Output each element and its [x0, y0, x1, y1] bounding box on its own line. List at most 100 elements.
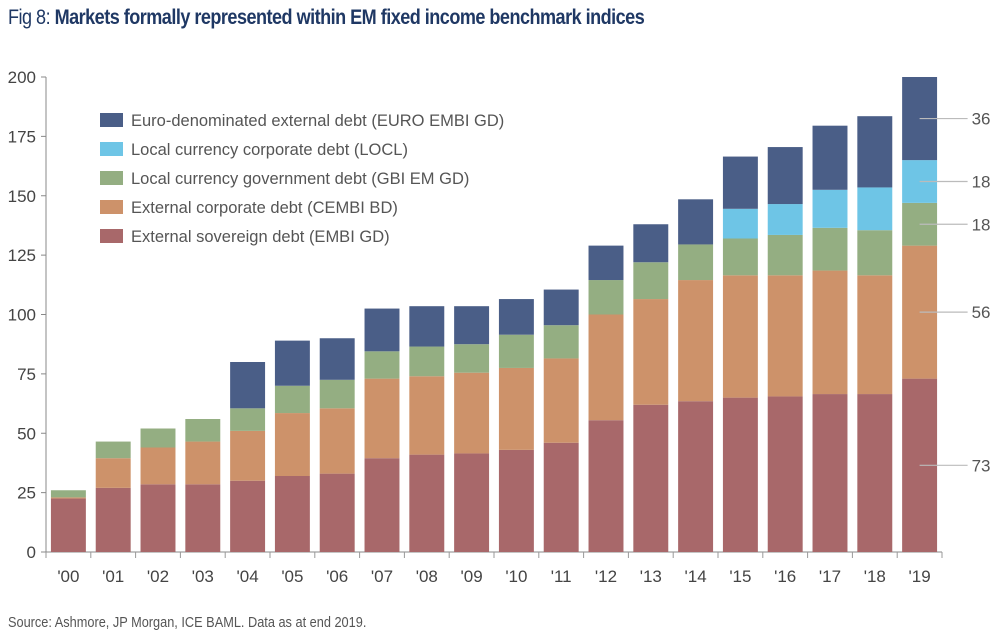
bar-segment-external-sovereign-debt-embi-gd	[767, 396, 803, 552]
bar-segment-local-currency-government-debt-gbi-em-gd	[588, 280, 624, 315]
x-tick-label: '19	[909, 567, 931, 586]
bar-stack	[767, 147, 803, 552]
source-note: Source: Ashmore, JP Morgan, ICE BAML. Da…	[8, 614, 367, 631]
bar-segment-local-currency-government-debt-gbi-em-gd	[95, 441, 131, 459]
bar-segment-external-corporate-debt-cembi-bd	[857, 275, 893, 395]
bar-segment-euro-denominated-external-debt-euro-embi-gd	[812, 125, 848, 190]
bar-segment-euro-denominated-external-debt-euro-embi-gd	[722, 156, 758, 209]
x-tick-label: '07	[371, 567, 393, 586]
bar-segment-local-currency-government-debt-gbi-em-gd	[633, 262, 669, 300]
bar-stack	[409, 306, 445, 552]
legend-swatch	[100, 200, 123, 214]
chart-title: Fig 8: Markets formally represented with…	[8, 6, 645, 30]
bar-segment-euro-denominated-external-debt-euro-embi-gd	[498, 299, 534, 335]
bar-segment-external-corporate-debt-cembi-bd	[140, 447, 176, 485]
legend-item: Local currency corporate debt (LOCL)	[100, 141, 408, 159]
bar-stack	[678, 199, 714, 552]
annotation-label: 56	[972, 303, 991, 322]
x-axis: '00 '01 '02 '03 '04 '05 '06 '07 '08 '09 '10 '11 '12 '…	[41, 551, 943, 586]
bar-segment-euro-denominated-external-debt-euro-embi-gd	[230, 362, 266, 409]
x-tick-label: '15	[729, 567, 751, 586]
annotation-label: 73	[972, 456, 991, 475]
bar-segment-external-corporate-debt-cembi-bd	[185, 441, 221, 485]
legend-swatch	[100, 171, 123, 185]
bar-segment-euro-denominated-external-debt-euro-embi-gd	[678, 199, 714, 245]
y-tick-label: 0	[27, 543, 36, 562]
bar-segment-euro-denominated-external-debt-euro-embi-gd	[543, 289, 579, 326]
x-tick-label: '04	[237, 567, 259, 586]
legend-swatch	[100, 142, 123, 156]
y-tick-label: 75	[17, 365, 36, 384]
bar-segment-external-sovereign-debt-embi-gd	[319, 473, 355, 552]
bar-segment-euro-denominated-external-debt-euro-embi-gd	[588, 245, 624, 281]
bar-segment-external-corporate-debt-cembi-bd	[767, 275, 803, 397]
bar-segment-external-sovereign-debt-embi-gd	[185, 484, 221, 552]
y-tick-label: 125	[8, 246, 36, 265]
bar-segment-euro-denominated-external-debt-euro-embi-gd	[857, 116, 893, 188]
x-tick-label: '06	[326, 567, 348, 586]
bar-segment-external-corporate-debt-cembi-bd	[588, 314, 624, 421]
legend-label: Euro-denominated external debt (EURO EMB…	[131, 112, 504, 130]
bar-segment-euro-denominated-external-debt-euro-embi-gd	[767, 147, 803, 205]
bar-stack	[274, 340, 310, 552]
y-tick-label: 25	[17, 484, 36, 503]
bar-segment-external-sovereign-debt-embi-gd	[50, 498, 86, 552]
x-tick-label: '13	[640, 567, 662, 586]
bar-segment-euro-denominated-external-debt-euro-embi-gd	[319, 338, 355, 380]
bar-segment-external-corporate-debt-cembi-bd	[274, 413, 310, 476]
x-tick-label: '12	[595, 567, 617, 586]
bar-stack	[95, 441, 131, 552]
legend-item: Euro-denominated external debt (EURO EMB…	[100, 112, 504, 130]
annotation-label: 36	[972, 110, 991, 129]
bar-stack	[857, 116, 893, 552]
bar-stack	[50, 490, 86, 552]
bar-segment-external-corporate-debt-cembi-bd	[230, 430, 266, 481]
bar-segment-local-currency-government-debt-gbi-em-gd	[767, 234, 803, 276]
bars	[50, 77, 938, 552]
bar-segment-external-corporate-debt-cembi-bd	[319, 408, 355, 474]
bar-segment-external-corporate-debt-cembi-bd	[678, 280, 714, 402]
bar-stack	[543, 289, 579, 552]
bar-segment-local-currency-government-debt-gbi-em-gd	[454, 344, 490, 373]
annotation-label: 18	[972, 173, 991, 192]
bar-segment-local-currency-government-debt-gbi-em-gd	[364, 351, 400, 379]
bar-segment-external-sovereign-debt-embi-gd	[588, 420, 624, 552]
bar-segment-local-currency-government-debt-gbi-em-gd	[274, 385, 310, 414]
y-tick-label: 175	[8, 127, 36, 146]
bar-stack	[633, 224, 669, 552]
bar-segment-external-corporate-debt-cembi-bd	[722, 275, 758, 398]
bar-segment-external-sovereign-debt-embi-gd	[364, 458, 400, 552]
bar-segment-external-corporate-debt-cembi-bd	[498, 367, 534, 450]
bar-segment-local-currency-government-debt-gbi-em-gd	[140, 428, 176, 448]
bar-segment-external-corporate-debt-cembi-bd	[50, 497, 86, 499]
bar-stack	[902, 77, 938, 552]
y-axis: 0 25 50 75 100 125 150 175 200	[8, 68, 47, 562]
x-tick-label: '05	[281, 567, 303, 586]
x-tick-label: '09	[461, 567, 483, 586]
bar-stack	[364, 308, 400, 552]
bar-segment-external-corporate-debt-cembi-bd	[364, 378, 400, 459]
bar-segment-external-corporate-debt-cembi-bd	[454, 372, 490, 454]
bar-segment-local-currency-government-debt-gbi-em-gd	[319, 379, 355, 409]
y-tick-label: 100	[8, 306, 36, 325]
bar-segment-external-sovereign-debt-embi-gd	[857, 394, 893, 552]
x-tick-label: '00	[57, 567, 79, 586]
bar-stack	[185, 419, 221, 552]
bar-stack	[588, 245, 624, 552]
bar-segment-local-currency-government-debt-gbi-em-gd	[409, 346, 445, 377]
bar-segment-external-corporate-debt-cembi-bd	[543, 358, 579, 443]
legend-swatch	[100, 113, 123, 127]
x-tick-label: '03	[192, 567, 214, 586]
y-tick-label: 50	[17, 424, 36, 443]
x-tick-label: '08	[416, 567, 438, 586]
bar-stack	[498, 299, 534, 552]
bar-stack	[454, 306, 490, 552]
bar-segment-external-sovereign-debt-embi-gd	[812, 394, 848, 552]
bar-segment-external-sovereign-debt-embi-gd	[498, 449, 534, 552]
bar-segment-local-currency-government-debt-gbi-em-gd	[857, 230, 893, 276]
bar-segment-external-corporate-debt-cembi-bd	[409, 376, 445, 455]
bar-segment-external-sovereign-debt-embi-gd	[409, 454, 445, 552]
bar-segment-external-sovereign-debt-embi-gd	[722, 397, 758, 552]
bar-segment-external-corporate-debt-cembi-bd	[633, 299, 669, 405]
x-tick-label: '18	[864, 567, 886, 586]
